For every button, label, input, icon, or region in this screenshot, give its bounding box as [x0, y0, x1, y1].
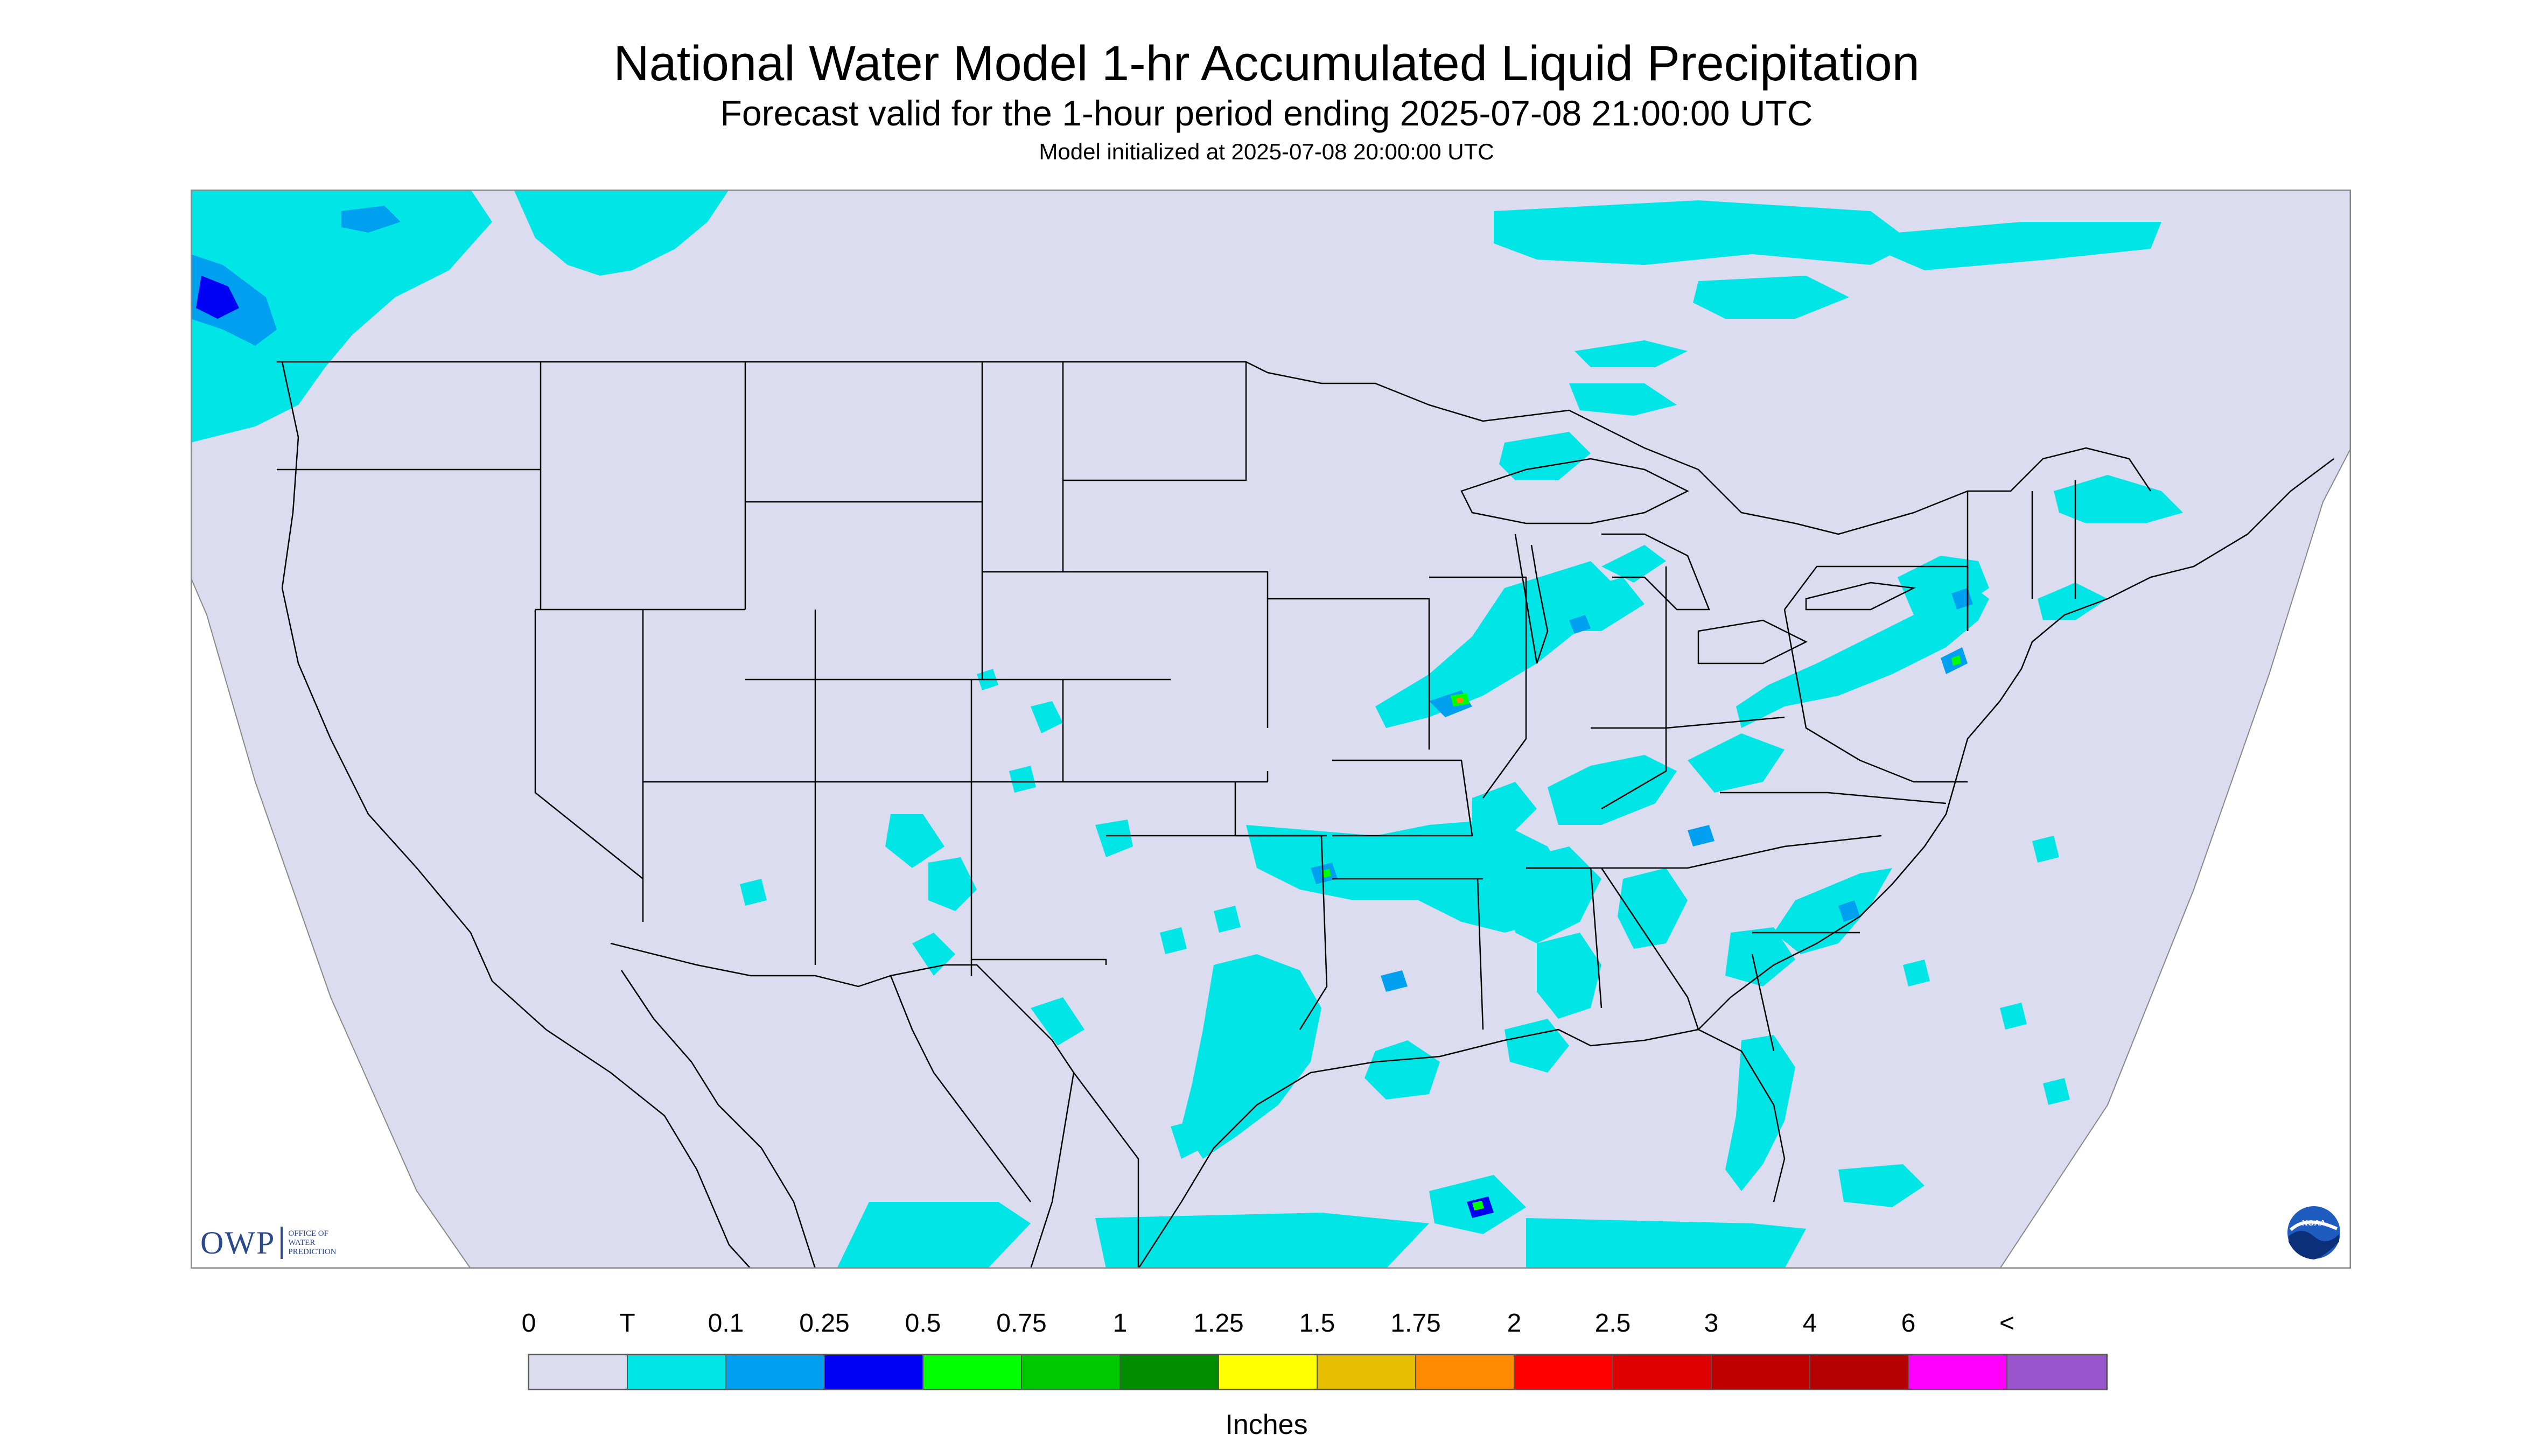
legend-label: 0.5	[905, 1309, 941, 1338]
projection-edge-right	[1999, 447, 2351, 1269]
legend-swatch	[923, 1355, 1022, 1389]
legend-swatch	[1515, 1355, 1613, 1389]
legend-swatch	[1022, 1355, 1121, 1389]
noaa-logo: NOAA	[2285, 1204, 2342, 1261]
owp-logo-line-1: OFFICE OF	[288, 1229, 328, 1238]
legend-label: 1.75	[1390, 1309, 1441, 1338]
legend-swatch	[628, 1355, 726, 1389]
legend-swatch	[1121, 1355, 1219, 1389]
legend-label: 0.25	[799, 1309, 850, 1338]
legend-swatch	[1219, 1355, 1318, 1389]
precip-heavy	[191, 206, 1973, 1218]
legend-swatch	[1318, 1355, 1416, 1389]
owp-logo-line-3: PREDICTION	[288, 1247, 337, 1256]
precipitation-map	[191, 190, 2351, 1269]
owp-logo-text: OFFICE OF WATER PREDICTION	[288, 1229, 336, 1257]
legend-swatch	[825, 1355, 923, 1389]
legend-label: <	[1999, 1309, 2015, 1338]
legend-swatch	[1909, 1355, 2007, 1389]
legend-label: 3	[1704, 1309, 1719, 1338]
legend-swatch	[2007, 1355, 2106, 1389]
legend-label: 1	[1112, 1309, 1128, 1338]
legend-label: 0.75	[996, 1309, 1047, 1338]
noaa-logo-text: NOAA	[2302, 1219, 2326, 1228]
legend-label: T	[619, 1309, 635, 1338]
legend-label: 1.25	[1193, 1309, 1244, 1338]
legend-label: 0	[521, 1309, 536, 1338]
legend-swatch	[726, 1355, 825, 1389]
projection-edge-left	[191, 577, 471, 1269]
legend-label: 1.5	[1299, 1309, 1335, 1338]
owp-logo: OWP OFFICE OF WATER PREDICTION	[200, 1224, 337, 1261]
legend-swatch	[1416, 1355, 1515, 1389]
legend-colorbar	[528, 1354, 2108, 1390]
projection-mask-left	[191, 577, 471, 1269]
owp-logo-letters: OWP	[200, 1224, 276, 1261]
legend-label: 0.1	[708, 1309, 744, 1338]
legend-swatch	[1712, 1355, 1810, 1389]
map-subtitle: Forecast valid for the 1-hour period end…	[720, 93, 1813, 133]
state-boundaries	[277, 361, 2334, 1269]
great-lakes	[1460, 458, 1916, 664]
owp-logo-divider	[281, 1227, 283, 1259]
legend-labels: 0 T 0.1 0.25 0.5 0.75 1 1.25 1.5 1.75 2 2.5 3 4 6 <	[0, 1308, 2533, 1346]
map-frame	[191, 190, 2351, 1269]
legend-label: 2.5	[1594, 1309, 1631, 1338]
legend-label: 2	[1507, 1309, 1522, 1338]
legend-label: 4	[1802, 1309, 1817, 1338]
legend-units: Inches	[1225, 1409, 1308, 1440]
model-init-label: Model initialized at 2025-07-08 20:00:00…	[1039, 139, 1494, 164]
map-title: National Water Model 1-hr Accumulated Li…	[613, 36, 1920, 91]
legend-label: 6	[1901, 1309, 1916, 1338]
owp-logo-line-2: WATER	[288, 1238, 316, 1247]
legend-swatch	[529, 1355, 628, 1389]
legend-swatch	[1810, 1355, 1909, 1389]
legend-swatch	[1613, 1355, 1712, 1389]
mexico-boundaries	[610, 942, 1139, 1269]
projection-mask-right	[2000, 448, 2351, 1269]
